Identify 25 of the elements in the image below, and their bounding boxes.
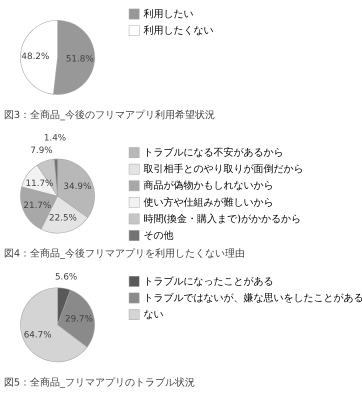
legend-label: 商品が偽物かもしれないから	[143, 180, 274, 192]
data-label: 22.5%	[49, 214, 77, 224]
legend-label: 利用したくない	[143, 24, 214, 37]
text: 図5：全商品_フリマアプリのトラブル状況	[4, 376, 195, 388]
legend-label: トラブルになったことがある	[143, 275, 274, 288]
legend-label: トラブルではないが、嫌な思いをしたことがある	[143, 292, 362, 304]
data-label: 11.7%	[26, 179, 54, 190]
data-label: 48.2%	[21, 52, 50, 62]
data-label: 21.7%	[23, 201, 52, 212]
legend-label: 使い方や仕組みが難しいから	[143, 196, 274, 208]
data-label: 64.7%	[24, 330, 52, 341]
text: 図4：全商品_今後フリマアプリを利用したくない理由	[4, 248, 245, 260]
data-label: 7.9%	[30, 146, 53, 156]
legend-label: ない	[143, 310, 164, 321]
data-label: 29.7%	[64, 314, 93, 324]
legend-label: トラブルになる不安があるから	[143, 146, 284, 159]
data-label: 34.9%	[63, 182, 92, 192]
legend-label: 利用したい	[143, 8, 194, 20]
data-label: 51.8%	[66, 54, 94, 65]
legend-label: 時間(換金・購入まで)がかかるから	[143, 212, 302, 225]
data-label: 5.6%	[54, 272, 78, 283]
legend-label: その他	[143, 229, 174, 242]
data-label: 1.4%	[44, 133, 66, 144]
legend-label: 取引相手とのやり取りが面倒だから	[143, 163, 304, 176]
text: 図3：全商品_今後のフリマアプリ利用希望状況	[4, 108, 215, 121]
